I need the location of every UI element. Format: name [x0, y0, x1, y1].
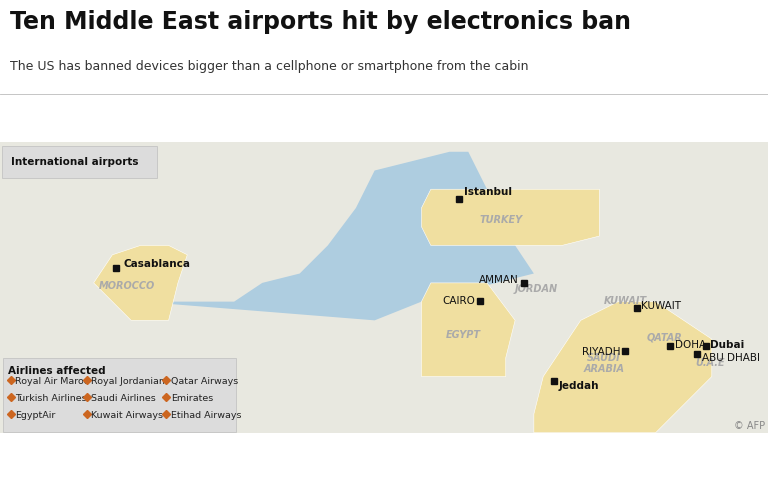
Text: Kuwait Airways: Kuwait Airways	[91, 409, 164, 419]
Text: EgyptAir: EgyptAir	[15, 409, 56, 419]
Text: TURKEY: TURKEY	[479, 215, 523, 225]
Polygon shape	[94, 246, 187, 321]
Polygon shape	[0, 143, 768, 433]
Text: QATAR: QATAR	[647, 332, 683, 342]
Text: Royal Air Maroc: Royal Air Maroc	[15, 376, 89, 385]
Text: International airports: International airports	[12, 157, 139, 167]
Text: JORDAN: JORDAN	[514, 283, 558, 293]
Text: ABU DHABI: ABU DHABI	[702, 352, 760, 362]
Text: Dubai: Dubai	[710, 339, 745, 349]
Text: MOROCCO: MOROCCO	[98, 280, 154, 290]
FancyBboxPatch shape	[3, 358, 236, 432]
Text: Saudi Airlines: Saudi Airlines	[91, 393, 156, 402]
Text: AMMAN: AMMAN	[479, 275, 519, 285]
FancyBboxPatch shape	[2, 147, 157, 179]
Text: EGYPT: EGYPT	[446, 330, 481, 340]
Polygon shape	[422, 283, 515, 377]
Polygon shape	[422, 190, 599, 246]
Text: U.A.E: U.A.E	[695, 357, 725, 367]
Text: KUWAIT: KUWAIT	[604, 295, 647, 305]
Text: Etihad Airways: Etihad Airways	[171, 409, 241, 419]
Polygon shape	[141, 152, 534, 321]
Text: Ten Middle East airports hit by electronics ban: Ten Middle East airports hit by electron…	[10, 10, 631, 33]
Text: The US has banned devices bigger than a cellphone or smartphone from the cabin: The US has banned devices bigger than a …	[10, 60, 528, 73]
Text: CAIRO: CAIRO	[442, 296, 475, 305]
Text: DOHA: DOHA	[674, 340, 706, 349]
Text: Airlines affected: Airlines affected	[8, 365, 106, 376]
Text: Qatar Airways: Qatar Airways	[171, 376, 238, 385]
Text: Emirates: Emirates	[171, 393, 214, 402]
Text: Jeddah: Jeddah	[559, 380, 600, 390]
Text: KUWAIT: KUWAIT	[641, 300, 681, 310]
Text: Casablanca: Casablanca	[124, 258, 190, 268]
Text: Istanbul: Istanbul	[465, 187, 512, 197]
Text: Turkish Airlines: Turkish Airlines	[15, 393, 87, 402]
Polygon shape	[534, 302, 712, 433]
Text: SAUDI
ARABIA: SAUDI ARABIA	[584, 352, 624, 374]
Text: RIYADH: RIYADH	[581, 346, 621, 356]
Text: Royal Jordanian: Royal Jordanian	[91, 376, 165, 385]
Text: © AFP: © AFP	[734, 420, 765, 430]
